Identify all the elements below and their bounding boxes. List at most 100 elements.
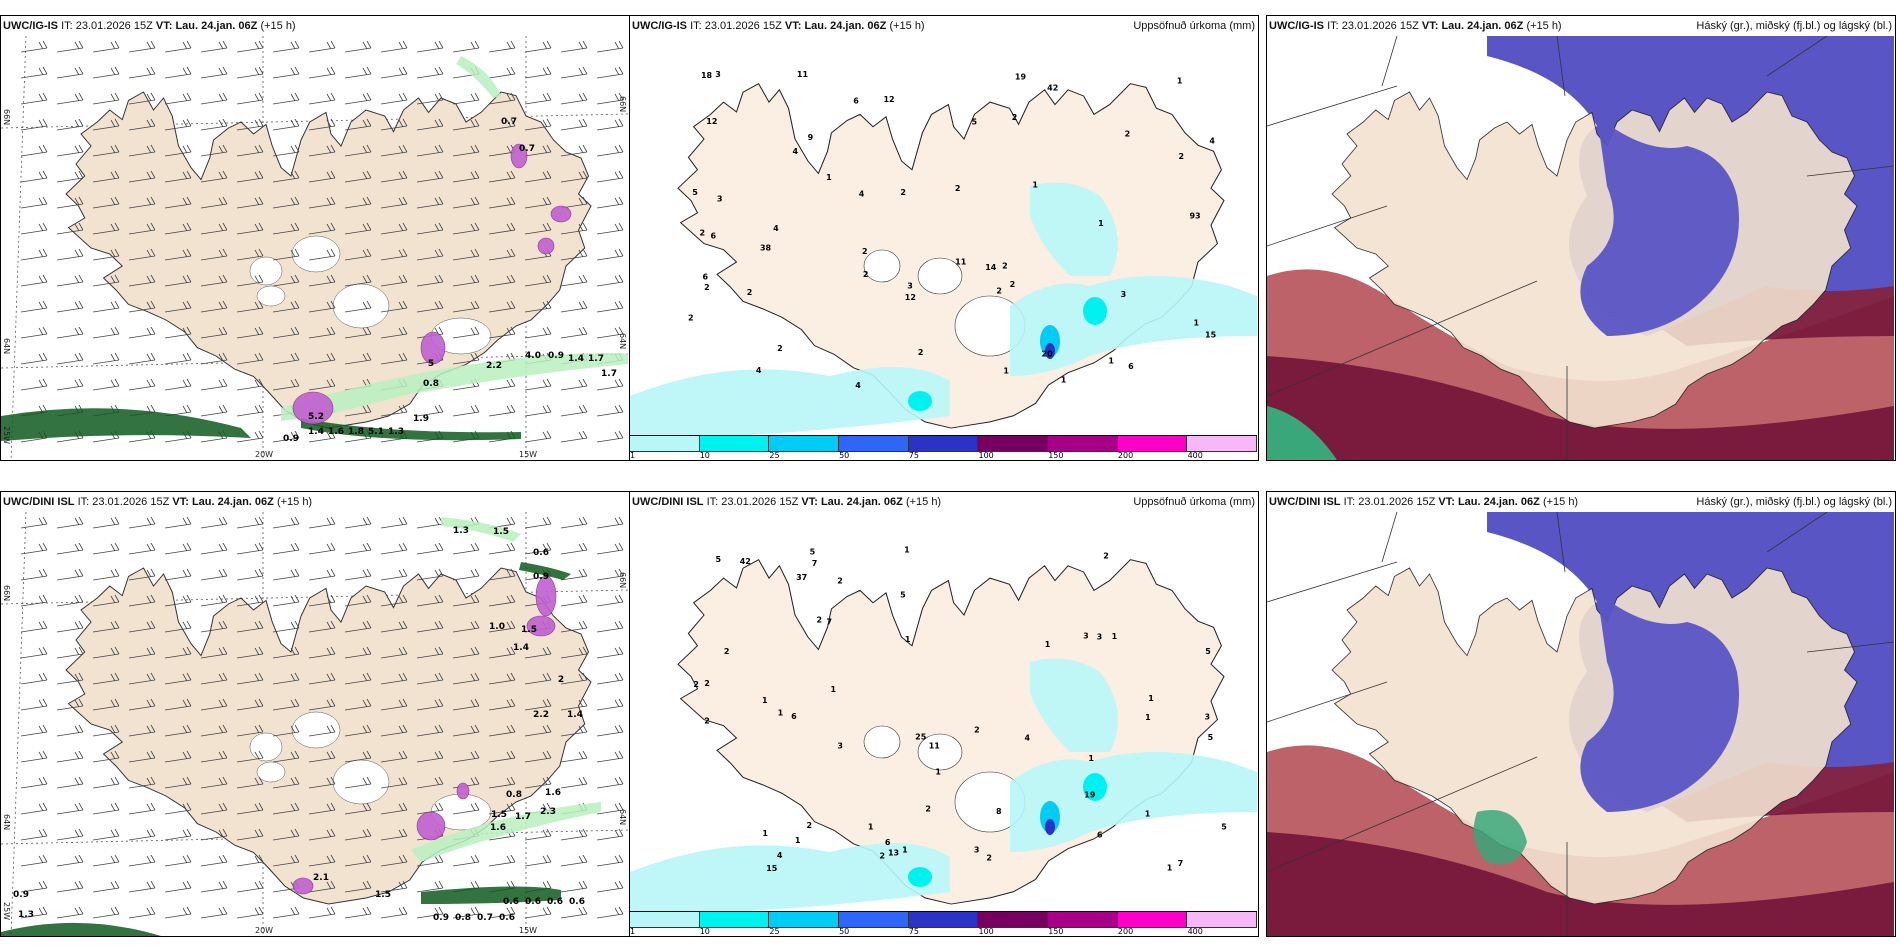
legend-color-box [769,436,840,451]
precip-core [1083,297,1107,325]
legend-label: 10 [699,451,710,460]
precip-value: 2 [806,821,812,830]
axis-label: 20W [255,926,274,935]
legend-color-box [769,912,840,927]
valid-time-label: VT: [784,20,802,32]
contour-label: 1.6 [490,823,506,833]
precip-value: 5 [1221,822,1227,831]
init-time-label: IT: [1327,20,1339,32]
precip-value: 2 [704,716,710,725]
contour-label: 1.4 [568,354,584,364]
axis-label: 66N [2,109,11,126]
precip-value: 2 [777,344,783,353]
panel-header: UWC/DINI ISL IT: 23.01.2026 15Z VT: Lau.… [3,496,312,508]
precip-value: 6 [885,838,891,847]
precip-value: 2 [996,287,1002,296]
contour-label: 1.9 [413,414,429,424]
precip-value: 11 [955,258,967,267]
contour-label: 0.8 [455,913,471,923]
precip-core [1040,801,1060,833]
valid-time: Lau. 24.jan. 06Z [804,20,887,32]
precip-value: 1 [1088,754,1094,763]
legend-label: 100 [978,451,994,460]
precip-value: 6 [1097,830,1103,839]
precip-value: 5 [692,188,698,197]
precip-value: 2 [900,188,906,197]
precip-value: 3 [907,281,913,290]
low-cloud-area [1267,832,1894,936]
precip-value: 4 [859,189,865,198]
precip-region [630,843,950,917]
precip-value: 15 [1205,330,1217,339]
precip-value: 2 [700,228,706,237]
axis-label: 64N [2,338,11,355]
model-name: UWC/DINI ISL [3,496,75,508]
contour-label: 5.2 [308,412,324,422]
precip-value: 1 [1167,864,1173,873]
init-time: 23.01.2026 15Z [1341,20,1419,32]
precip-value: 2 [1178,152,1184,161]
contour-label: 1.4 [308,427,324,437]
precip-value: 15 [766,864,778,873]
legend-color-box [630,912,700,927]
precip-value: 1 [935,768,941,777]
field-title: Háský (gr.), miðský (fj.bl.) og lágský (… [1696,20,1892,32]
precip-band [519,562,571,580]
legend-label: 75 [908,927,919,936]
contour-label: 0.7 [519,144,535,154]
precip-value: 42 [740,557,751,566]
map-panel-4: UWC/DINI ISL IT: 23.01.2026 15Z VT: Lau.… [0,491,630,937]
map-canvas[interactable]: 1.3 1.5 0.6 0.9 1.0 1.5 1.4 2 2.2 1.4 0.8 1.6 1.5 1.7… [1,512,628,936]
model-name: UWC/IG-IS [1269,20,1324,32]
legend-color-box [978,436,1049,451]
precip-value: 3 [837,741,843,750]
precip-value: 7 [1178,859,1184,868]
precip-value: 2 [974,725,980,734]
init-time: 23.01.2026 15Z [75,20,153,32]
precip-value: 1 [762,829,768,838]
precip-value: 2 [1125,129,1131,138]
precip-value: 7 [827,618,833,627]
lead-time: (+15 h) [1542,496,1579,508]
precip-band [1,922,161,936]
precip-value: 13 [888,848,899,857]
panel-header: UWC/IG-IS IT: 23.01.2026 15Z VT: Lau. 24… [1269,20,1562,32]
precip-value: 1 [795,836,801,845]
legend-label: 10 [699,927,710,936]
precip-value: 4 [756,366,762,375]
field-title: Uppsöfnuð úrkoma (mm) [1133,496,1255,508]
valid-time: Lau. 24.jan. 06Z [1457,496,1540,508]
init-time: 23.01.2026 15Z [1358,496,1436,508]
glacier-area [332,283,390,329]
precip-core [1045,819,1055,835]
valid-time: Lau. 24.jan. 06Z [820,496,903,508]
lead-time: (+15 h) [276,496,313,508]
precip-region [630,367,950,441]
init-time-label: IT: [1343,496,1356,508]
wind-barbs [20,40,624,443]
valid-time-label: VT: [155,20,173,32]
map-panel-1: UWC/IG-IS IT: 23.01.2026 15Z VT: Lau. 24… [0,15,630,461]
contour-label: 5 [428,359,434,369]
precip-value: 2 [693,680,699,689]
legend-color-box [978,912,1049,927]
precip-value: 2 [863,270,869,279]
legend-label: 400 [1187,927,1203,936]
map-canvas[interactable]: 1212221231121125255461461519251134221761… [630,512,1257,936]
legend-label: 1 [630,451,636,460]
map-canvas[interactable] [1267,512,1894,936]
precip-value: 9 [808,133,814,142]
precip-value: 1 [1108,357,1114,366]
contour-label: 2 [558,675,564,685]
precip-value: 18 [701,71,713,80]
precip-value: 4 [773,224,779,233]
valid-time: Lau. 24.jan. 06Z [175,20,258,32]
valid-time-label: VT: [801,496,818,508]
map-canvas[interactable]: 0.7 0.7 5 0.8 5.2 0.9 1.4 1.6 1.8 5.1 1.3 1.9 2.2 4.0… [1,36,628,460]
precip-value: 2 [704,679,710,688]
map-canvas[interactable] [1267,36,1894,460]
contour-label: 0.8 [506,790,522,800]
contour-label: 0.7 [477,913,493,923]
panel-header: UWC/IG-IS IT: 23.01.2026 15Z VT: Lau. 24… [3,20,296,32]
